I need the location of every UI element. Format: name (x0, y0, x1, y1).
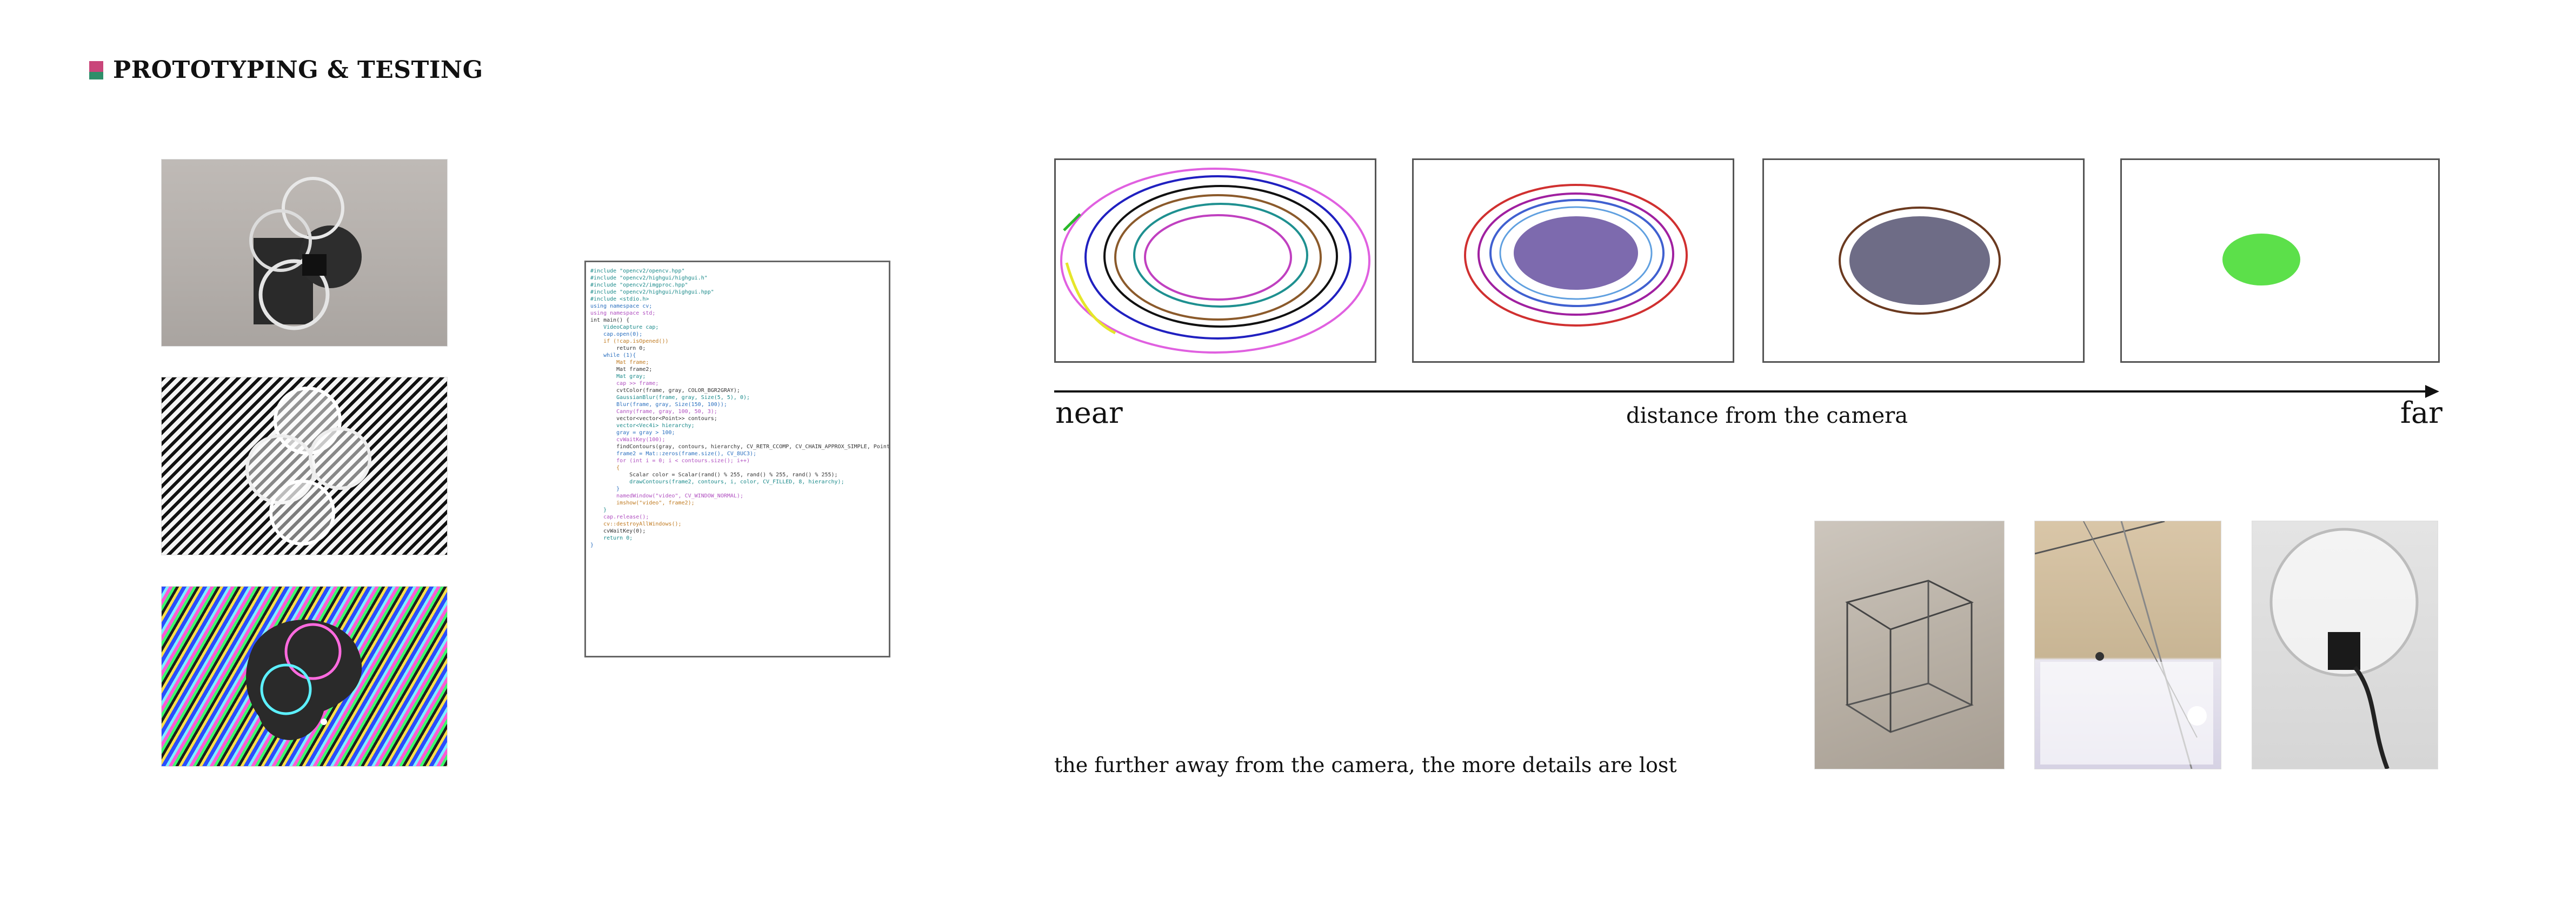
contour-blob-image (1839, 207, 2001, 315)
arrow-right-icon (2425, 385, 2439, 398)
code-line: #include "opencv2/highgui/highgui.h" (590, 275, 708, 281)
code-line: { (590, 465, 620, 471)
code-line: #include <stdio.h> (590, 296, 649, 302)
distance-axis-line (1054, 390, 2427, 393)
photo-installation-room (2034, 521, 2221, 769)
code-line: return 0; (590, 535, 633, 541)
code-line: Mat gray; (590, 374, 646, 380)
lens-prototype-color-image (246, 620, 362, 740)
code-line: Blur(frame, gray, Size(150, 100)); (590, 402, 727, 408)
code-line: drawContours(frame2, contours, i, color,… (590, 479, 844, 485)
axis-far-label: far (2400, 396, 2442, 430)
code-line: cap.release(); (590, 514, 649, 520)
code-line: vector<Vec4i> hierarchy; (590, 423, 695, 429)
lens-prototype-stripes-image (245, 387, 371, 546)
contour-frame-far (1762, 158, 2085, 363)
code-line: #include "opencv2/imgproc.hpp" (590, 282, 688, 288)
code-line: Mat frame; (590, 360, 649, 365)
code-line: Scalar color = Scalar(rand() % 255, rand… (590, 472, 838, 478)
lens-prototype-gray-image (249, 177, 362, 330)
distance-caption: the further away from the camera, the mo… (1054, 753, 1677, 777)
code-line: findContours(gray, contours, hierarchy, … (590, 444, 890, 450)
code-line: } (590, 507, 607, 513)
axis-near-label: near (1055, 396, 1123, 430)
code-line: imshow("video", frame2); (590, 500, 695, 506)
prototype-photo-stripes (161, 377, 448, 555)
contour-lines-many-image (1060, 168, 1370, 354)
code-line: vector<vector<Point>> contours; (590, 416, 717, 422)
code-line: cvtColor(frame, gray, COLOR_BGR2GRAY); (590, 388, 740, 394)
contour-frame-near (1054, 158, 1376, 363)
contour-frame-farthest (2120, 158, 2440, 363)
axis-middle-label: distance from the camera (1626, 403, 1908, 428)
code-line: using namespace std; (590, 310, 656, 316)
code-line: return 0; (590, 345, 646, 351)
code-line: cap.open(0); (590, 331, 643, 337)
code-line: cvWaitKey(100); (590, 437, 665, 443)
code-line: cvWaitKey(0); (590, 528, 646, 534)
installation-room-image (2035, 521, 2213, 769)
code-line: if (!cap.isOpened()) (590, 338, 669, 344)
code-line: namedWindow("video", CV_WINDOW_NORMAL); (590, 493, 743, 499)
code-line: Mat frame2; (590, 367, 653, 373)
code-line: #include "opencv2/highgui/highgui.hpp" (590, 289, 714, 295)
code-line: } (590, 486, 620, 492)
code-line: cv::destroyAllWindows(); (590, 521, 682, 527)
code-line: using namespace cv; (590, 303, 653, 309)
prototype-photo-gray (161, 159, 448, 347)
code-listing: #include "opencv2/opencv.hpp" #include "o… (586, 262, 889, 554)
photo-acrylic-cube (1814, 521, 2005, 769)
code-line: GaussianBlur(frame, gray, Size(5, 5), 0)… (590, 395, 750, 401)
contour-green-dot-image (2222, 234, 2300, 285)
contour-lines-fewer-image (1464, 184, 1688, 327)
contour-frame-mid (1412, 158, 1734, 363)
acrylic-cube-image (1845, 580, 1974, 733)
code-line: #include "opencv2/opencv.hpp" (590, 268, 685, 274)
code-line: frame2 = Mat::zeros(frame.size(), CV_8UC… (590, 451, 757, 457)
code-line: int main() { (590, 317, 630, 323)
code-line: Canny(frame, gray, 100, 50, 3); (590, 409, 717, 415)
code-line: gray = gray > 100; (590, 430, 675, 436)
photo-lens-camera (2252, 521, 2438, 769)
title-color-mark-icon (89, 61, 103, 79)
code-line: for (int i = 0; i < contours.size(); i++… (590, 458, 750, 464)
section-header: PROTOTYPING & TESTING (89, 56, 483, 84)
code-line: } (590, 542, 594, 548)
code-line: while (1){ (590, 353, 636, 358)
code-line: cap >> frame; (590, 381, 659, 387)
section-title: PROTOTYPING & TESTING (113, 56, 483, 84)
prototype-photo-colored (161, 586, 448, 767)
code-screenshot: #include "opencv2/opencv.hpp" #include "o… (584, 261, 890, 657)
code-line: VideoCapture cap; (590, 324, 659, 330)
lens-camera-image (2269, 528, 2419, 769)
